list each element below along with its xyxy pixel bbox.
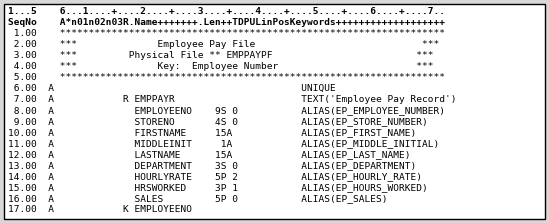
Text: 17.00  A            K EMPLOYEENO: 17.00 A K EMPLOYEENO bbox=[8, 205, 192, 214]
Text: 2.00    ***              Employee Pay File                             ***: 2.00 *** Employee Pay File *** bbox=[8, 40, 439, 49]
Text: 11.00  A              MIDDLEINIT     1A            ALIAS(EP_MIDDLE_INITIAL): 11.00 A MIDDLEINIT 1A ALIAS(EP_MIDDLE_IN… bbox=[8, 139, 439, 148]
Text: 14.00  A              HOURLYRATE    5P 2           ALIAS(EP_HOURLY_RATE): 14.00 A HOURLYRATE 5P 2 ALIAS(EP_HOURLY_… bbox=[8, 172, 422, 181]
FancyBboxPatch shape bbox=[4, 4, 545, 219]
Text: 3.00    ***         Physical File ** EMPPAYPF                         ***: 3.00 *** Physical File ** EMPPAYPF *** bbox=[8, 51, 434, 60]
Text: 10.00  A              FIRSTNAME     15A            ALIAS(EP_FIRST_NAME): 10.00 A FIRSTNAME 15A ALIAS(EP_FIRST_NAM… bbox=[8, 128, 416, 137]
Text: 8.00  A              EMPLOYEENO    9S 0           ALIAS(EP_EMPLOYEE_NUMBER): 8.00 A EMPLOYEENO 9S 0 ALIAS(EP_EMPLOYEE… bbox=[8, 106, 445, 115]
Text: SeqNo    A*n01n02n03R.Name+++++++.Len++TDPULinPosKeywords+++++++++++++++++++: SeqNo A*n01n02n03R.Name+++++++.Len++TDPU… bbox=[8, 18, 445, 27]
Text: 6.00  A                                           UNIQUE: 6.00 A UNIQUE bbox=[8, 84, 336, 93]
Text: 15.00  A              HRSWORKED     3P 1           ALIAS(EP_HOURS_WORKED): 15.00 A HRSWORKED 3P 1 ALIAS(EP_HOURS_WO… bbox=[8, 183, 428, 192]
Text: 4.00    ***              Key:  Employee Number                        ***: 4.00 *** Key: Employee Number *** bbox=[8, 62, 434, 71]
Text: 13.00  A              DEPARTMENT    3S 0           ALIAS(EP_DEPARTMENT): 13.00 A DEPARTMENT 3S 0 ALIAS(EP_DEPARTM… bbox=[8, 161, 416, 170]
Text: 12.00  A              LASTNAME      15A            ALIAS(EP_LAST_NAME): 12.00 A LASTNAME 15A ALIAS(EP_LAST_NAME) bbox=[8, 150, 411, 159]
Text: 9.00  A              STORENO       4S 0           ALIAS(EP_STORE_NUMBER): 9.00 A STORENO 4S 0 ALIAS(EP_STORE_NUMBE… bbox=[8, 117, 428, 126]
Text: 16.00  A              SALES         5P 0           ALIAS(EP_SALES): 16.00 A SALES 5P 0 ALIAS(EP_SALES) bbox=[8, 194, 388, 203]
Text: 1.00    *******************************************************************: 1.00 ***********************************… bbox=[8, 29, 445, 38]
Text: 5.00    *******************************************************************: 5.00 ***********************************… bbox=[8, 73, 445, 82]
Text: 1...5    6...1....+....2....+....3....+....4....+....5....+....6....+....7..: 1...5 6...1....+....2....+....3....+....… bbox=[8, 7, 445, 16]
Text: 7.00  A            R EMPPAYR                      TEXT('Employee Pay Record'): 7.00 A R EMPPAYR TEXT('Employee Pay Reco… bbox=[8, 95, 457, 104]
